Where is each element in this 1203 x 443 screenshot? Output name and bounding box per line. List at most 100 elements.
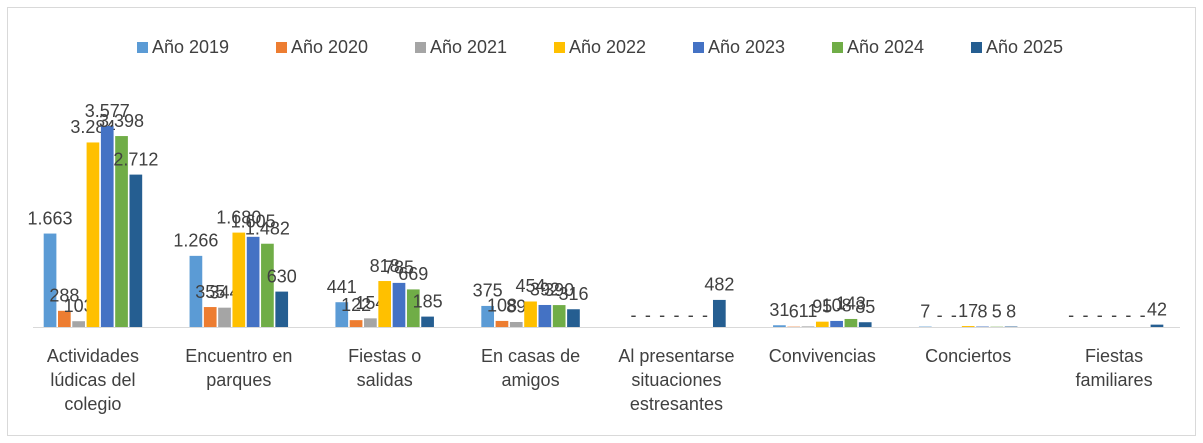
data-label: 392	[530, 280, 560, 300]
data-label: 95	[812, 296, 832, 316]
legend-swatch	[415, 42, 426, 53]
legend-swatch	[137, 42, 148, 53]
data-label: -	[688, 305, 694, 325]
bar	[86, 142, 100, 327]
bar	[495, 320, 509, 327]
data-label: 3.398	[99, 111, 144, 131]
x-tick-label: Conciertos	[925, 346, 1012, 366]
x-tick-label: Al presentarse situaciones estresantes	[618, 346, 735, 414]
data-label: 185	[413, 291, 443, 311]
data-label: 344	[209, 282, 239, 302]
data-label: -	[673, 305, 679, 325]
data-label: 108	[822, 296, 852, 316]
data-label: 103	[64, 296, 94, 316]
data-label: 8	[977, 301, 987, 321]
data-label: -	[631, 305, 637, 325]
bar	[364, 318, 377, 327]
x-tick-label: Actividades lúdicas del colegio	[46, 346, 139, 414]
bar	[844, 318, 858, 327]
bar	[335, 302, 349, 327]
data-label: 3.577	[85, 101, 130, 121]
data-label: 375	[473, 281, 503, 301]
data-label: 441	[327, 277, 357, 297]
bar	[203, 307, 217, 327]
data-label: 85	[855, 297, 875, 317]
legend-swatch	[276, 42, 287, 53]
data-label: 818	[370, 256, 400, 276]
data-label: 454	[516, 276, 546, 296]
data-label: 108	[487, 296, 517, 316]
bar	[261, 243, 274, 327]
data-label: 7	[920, 301, 930, 321]
data-label: 17	[958, 301, 978, 321]
data-label: 1.605	[231, 212, 276, 232]
data-label: -	[1082, 305, 1088, 325]
data-label: 122	[341, 295, 371, 315]
x-tick-label: Fiestas o salidas	[348, 346, 422, 390]
bar	[189, 255, 203, 327]
bar	[100, 126, 114, 327]
bar	[57, 310, 71, 327]
data-label: 669	[398, 264, 428, 284]
bar	[246, 236, 260, 327]
bar	[509, 321, 523, 327]
data-label: 390	[544, 280, 574, 300]
bar	[378, 281, 392, 327]
bar	[72, 321, 85, 327]
bar	[567, 309, 580, 327]
legend-swatch	[554, 42, 565, 53]
bar	[552, 305, 566, 327]
data-label: 1.680	[216, 207, 261, 227]
data-label: 482	[704, 275, 734, 295]
data-label: 316	[558, 284, 588, 304]
data-label: 288	[49, 286, 79, 306]
bar	[773, 325, 786, 327]
legend-label: Año 2021	[430, 37, 507, 57]
legend-label: Año 2019	[152, 37, 229, 57]
bar	[830, 320, 843, 327]
legend-swatch	[971, 42, 982, 53]
data-label: 11	[799, 301, 818, 321]
legend-swatch	[693, 42, 704, 53]
bar	[406, 289, 420, 327]
bar	[801, 326, 815, 327]
bar	[1150, 324, 1164, 327]
data-label: 8	[1006, 301, 1016, 321]
data-label: 355	[195, 282, 225, 302]
data-label: -	[1068, 305, 1074, 325]
data-label: 5	[992, 301, 1002, 321]
bar	[538, 304, 552, 327]
data-label: -	[1111, 305, 1117, 325]
bar	[961, 326, 975, 327]
data-label: -	[1125, 305, 1131, 325]
data-label: 42	[1147, 299, 1167, 319]
bar	[524, 301, 537, 327]
chart-border	[7, 7, 1196, 436]
bar	[232, 232, 246, 327]
data-label: 785	[384, 258, 414, 278]
data-label: -	[659, 305, 665, 325]
data-label: -	[645, 305, 651, 325]
legend-swatch	[832, 42, 843, 53]
data-label: 31	[769, 300, 789, 320]
bar	[392, 282, 406, 327]
data-label: 1.482	[245, 218, 290, 238]
legend-label: Año 2022	[569, 37, 646, 57]
bar	[218, 307, 231, 327]
data-label: 630	[267, 266, 297, 286]
bar	[421, 316, 434, 327]
data-label: -	[951, 305, 957, 325]
bar	[129, 174, 143, 327]
data-label: 2.712	[113, 149, 158, 169]
bar	[481, 305, 495, 327]
bar	[43, 233, 57, 327]
bar	[815, 321, 829, 327]
x-tick-label: Convivencias	[768, 346, 876, 366]
legend-label: Año 2020	[291, 37, 368, 57]
data-label: 1.663	[28, 208, 73, 228]
data-label: 143	[836, 294, 866, 314]
bar	[275, 291, 289, 327]
bar	[115, 136, 128, 327]
